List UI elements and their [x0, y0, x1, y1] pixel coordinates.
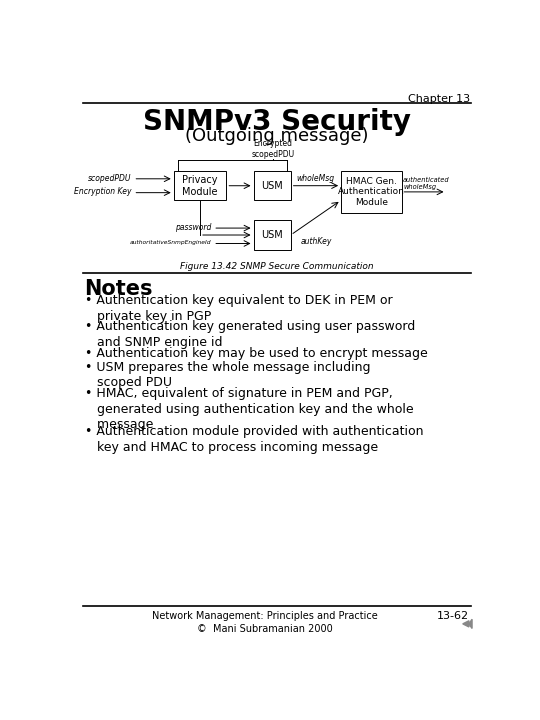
Text: password: password	[176, 222, 212, 232]
Text: 13-62: 13-62	[437, 611, 469, 621]
Text: • HMAC, equivalent of signature in PEM and PGP,
   generated using authenticatio: • HMAC, equivalent of signature in PEM a…	[85, 387, 413, 431]
Polygon shape	[469, 619, 472, 629]
Text: • Authentication key may be used to encrypt message: • Authentication key may be used to encr…	[85, 346, 427, 360]
Bar	[253, 220, 291, 250]
Text: authKey: authKey	[300, 238, 332, 246]
Text: authoritativeSnmpEngineId: authoritativeSnmpEngineId	[130, 240, 212, 246]
Bar	[174, 171, 226, 200]
Text: authenticated
wholeMsg: authenticated wholeMsg	[403, 176, 450, 189]
Text: USM: USM	[261, 230, 283, 240]
Text: • Authentication key equivalent to DEK in PEM or
   private key in PGP: • Authentication key equivalent to DEK i…	[85, 294, 392, 323]
Text: Privacy
Module: Privacy Module	[183, 175, 218, 197]
Polygon shape	[463, 621, 469, 627]
Bar	[341, 171, 402, 212]
Text: • Authentication key generated using user password
   and SNMP engine id: • Authentication key generated using use…	[85, 320, 415, 349]
Text: wholeMsg: wholeMsg	[297, 174, 335, 184]
Text: scopedPDU: scopedPDU	[89, 174, 132, 183]
Text: Chapter 13: Chapter 13	[408, 94, 470, 104]
Text: (Outgoing message): (Outgoing message)	[185, 127, 368, 145]
Text: • USM prepares the whole message including
   scoped PDU: • USM prepares the whole message includi…	[85, 361, 370, 390]
Text: USM: USM	[261, 181, 283, 191]
Text: Notes: Notes	[85, 279, 153, 299]
Text: SNMPv3 Security: SNMPv3 Security	[143, 108, 411, 136]
Bar	[253, 171, 291, 200]
Text: Encryption Key: Encryption Key	[75, 187, 132, 197]
Text: HMAC Gen.
Authentication
Module: HMAC Gen. Authentication Module	[338, 177, 405, 207]
Text: • Authentication module provided with authentication
   key and HMAC to process : • Authentication module provided with au…	[85, 426, 423, 454]
Text: Network Management: Principles and Practice
©  Mani Subramanian 2000: Network Management: Principles and Pract…	[152, 611, 378, 634]
Text: Figure 13.42 SNMP Secure Communication: Figure 13.42 SNMP Secure Communication	[180, 262, 374, 271]
Text: Encrypted
scopedPDU: Encrypted scopedPDU	[251, 140, 294, 159]
